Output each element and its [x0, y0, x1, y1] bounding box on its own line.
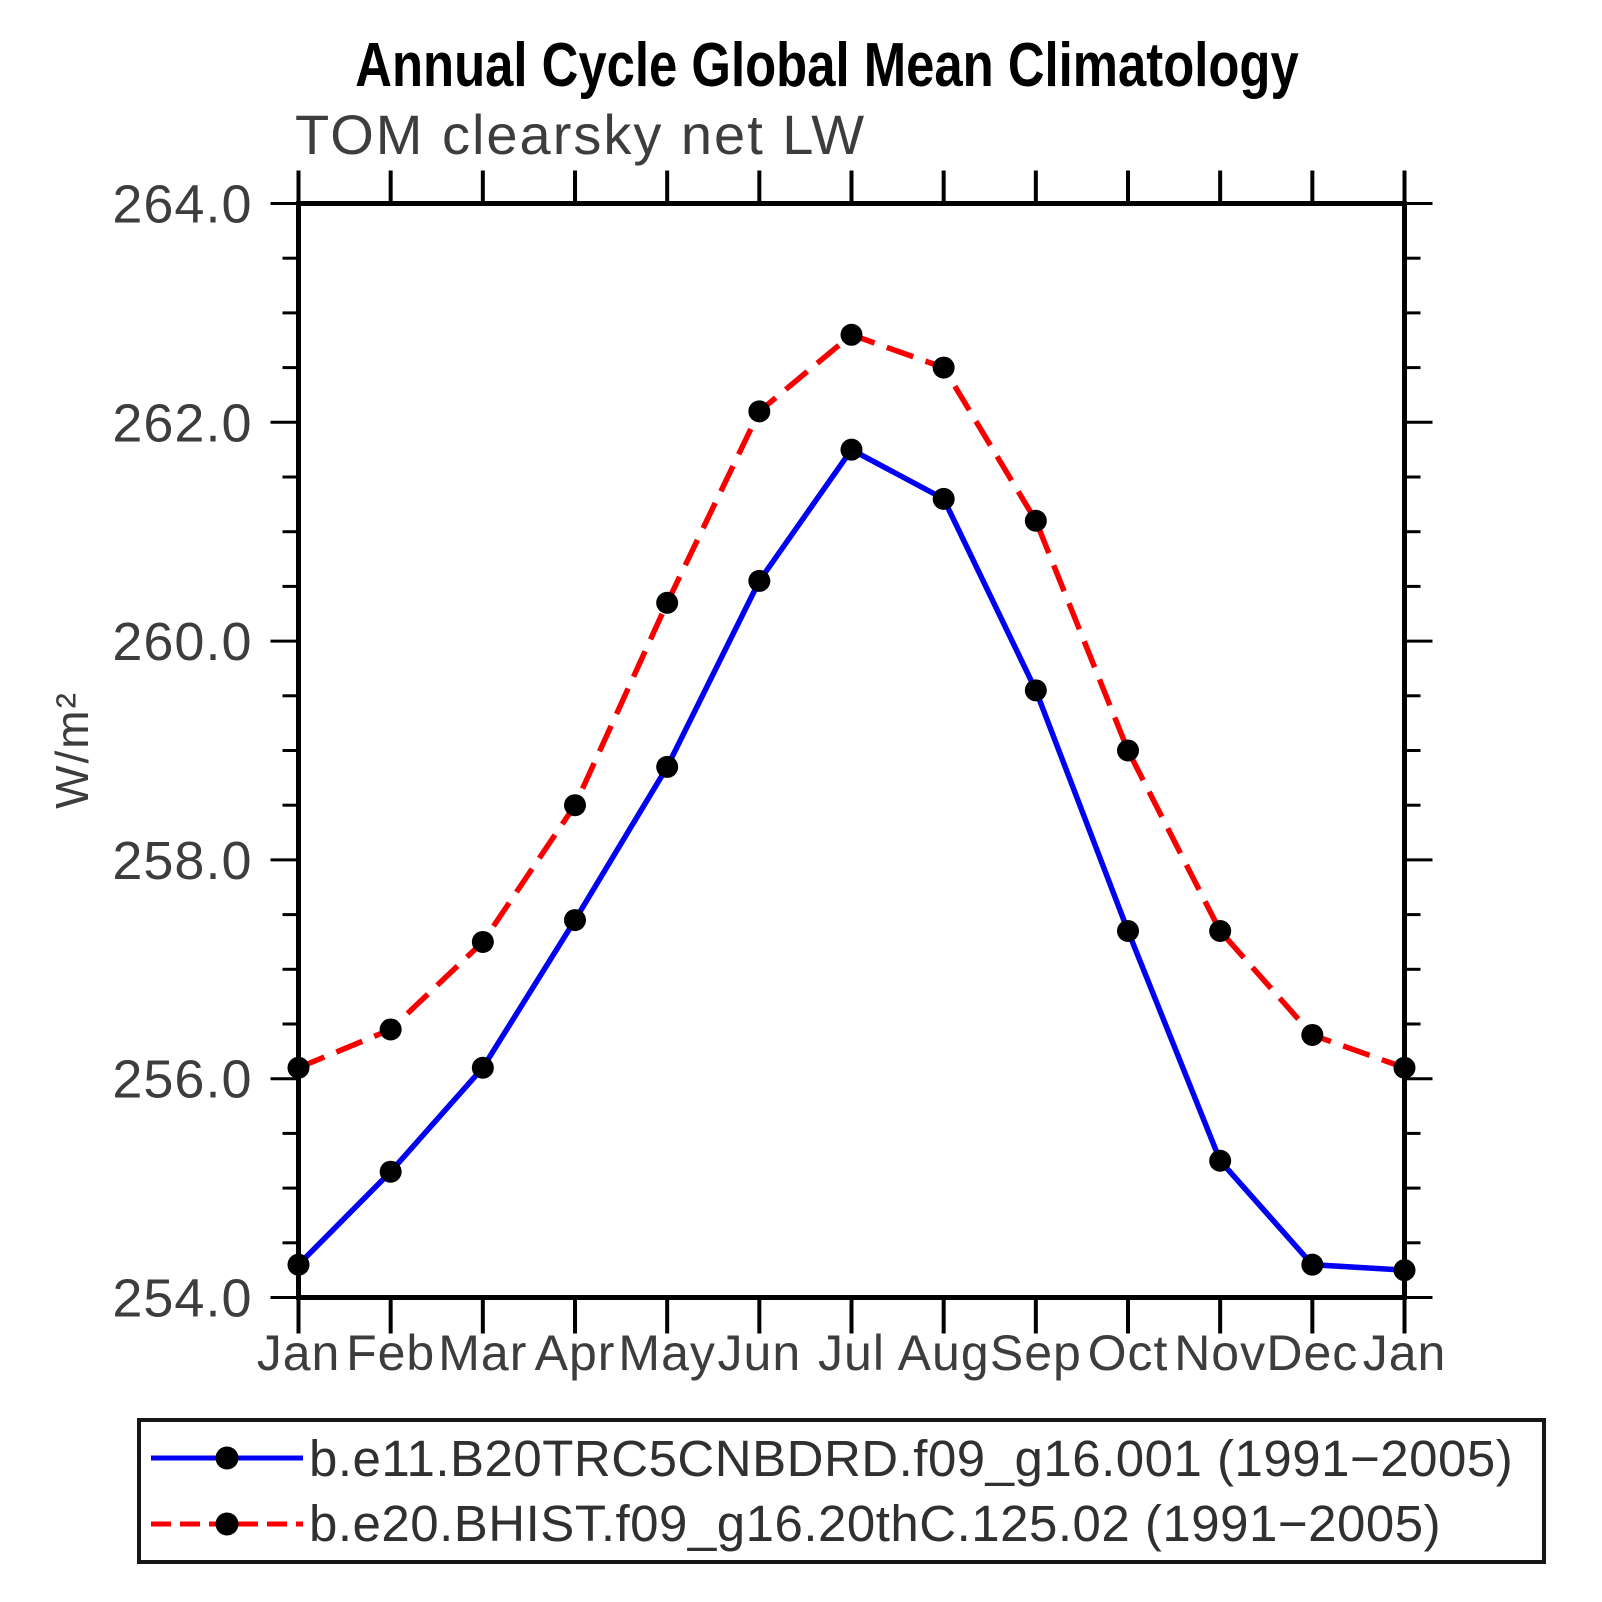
- data-point-series-2: [748, 400, 771, 423]
- data-point-series-2: [932, 356, 955, 379]
- data-point-series-1: [287, 1253, 310, 1276]
- legend-label-series-1: b.e11.B20TRC5CNBDRD.f09_g16.001 (1991−20…: [309, 1429, 1514, 1487]
- series-line-1: [296, 446, 1405, 1273]
- chart-subtitle: TOM clearsky net LW: [295, 103, 867, 166]
- data-point-series-2: [656, 591, 679, 614]
- x-axis-month-label: Jul: [818, 1325, 885, 1381]
- data-point-series-2: [564, 794, 586, 817]
- legend-box: b.e11.B20TRC5CNBDRD.f09_g16.001 (1991−20…: [137, 1418, 1546, 1564]
- x-axis-month-label: Feb: [346, 1325, 435, 1381]
- x-axis-month-label: Sep: [990, 1325, 1082, 1381]
- legend-key-dashed-line: [151, 1512, 303, 1536]
- legend-key-solid-line: [151, 1446, 303, 1470]
- x-axis-month-label: Jun: [718, 1325, 802, 1381]
- y-axis-tick-label: 262.0: [112, 393, 252, 453]
- data-point-series-1: [748, 569, 771, 592]
- data-point-series-1: [1393, 1259, 1416, 1282]
- plot-frame: [296, 201, 1407, 1300]
- legend-label-series-2: b.e20.BHIST.f09_g16.20thC.125.02 (1991−2…: [309, 1495, 1442, 1553]
- x-axis-month-label: Oct: [1088, 1325, 1169, 1381]
- y-axis-tick-label: 256.0: [112, 1050, 252, 1110]
- data-point-series-1: [656, 755, 679, 778]
- data-point-series-1: [564, 909, 586, 932]
- x-axis-month-label: Mar: [438, 1325, 527, 1381]
- data-point-series-2: [1301, 1023, 1324, 1046]
- data-point-series-1: [1301, 1253, 1324, 1276]
- data-point-series-2: [840, 323, 863, 346]
- data-point-series-1: [840, 438, 863, 461]
- data-point-series-1: [1117, 920, 1139, 943]
- data-point-series-2: [287, 1056, 310, 1079]
- y-axis-tick-label: 260.0: [112, 612, 252, 672]
- x-axis-month-label: Apr: [535, 1325, 616, 1381]
- x-axis-month-label: Nov: [1174, 1325, 1266, 1381]
- data-point-series-1: [471, 1056, 494, 1079]
- x-axis-month-label: Aug: [898, 1325, 990, 1381]
- y-axis-tick-label: 264.0: [112, 175, 252, 235]
- y-axis-tick-label: 254.0: [112, 1269, 252, 1329]
- legend-item-series-2: b.e20.BHIST.f09_g16.20thC.125.02 (1991−2…: [147, 1495, 1542, 1553]
- data-point-series-1: [379, 1160, 402, 1183]
- data-point-series-1: [1209, 1149, 1232, 1172]
- data-point-series-1: [932, 487, 955, 510]
- data-point-series-2: [471, 930, 494, 953]
- x-axis-month-label: Jan: [257, 1325, 341, 1381]
- chart-title: Annual Cycle Global Mean Climatology: [355, 31, 1299, 100]
- data-point-series-2: [1024, 509, 1047, 532]
- y-axis-tick-label: 258.0: [112, 831, 252, 891]
- legend-item-series-1: b.e11.B20TRC5CNBDRD.f09_g16.001 (1991−20…: [147, 1429, 1542, 1487]
- data-point-series-1: [1024, 679, 1047, 702]
- x-axis-month-label: Jan: [1363, 1325, 1447, 1381]
- data-point-series-2: [1393, 1056, 1416, 1079]
- data-point-series-2: [379, 1018, 402, 1041]
- x-axis-month-label: May: [618, 1325, 715, 1381]
- data-point-series-2: [1117, 739, 1139, 762]
- data-point-series-2: [1209, 920, 1232, 943]
- x-axis-month-label: Dec: [1266, 1325, 1358, 1381]
